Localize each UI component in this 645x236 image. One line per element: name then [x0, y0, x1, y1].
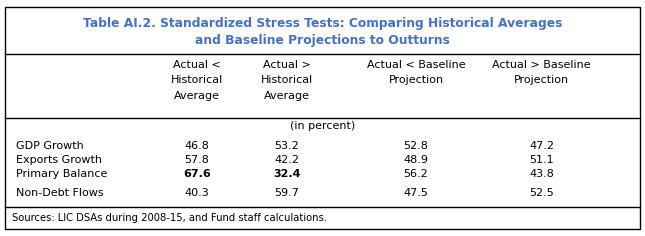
Text: Projection: Projection: [388, 75, 444, 85]
Text: 40.3: 40.3: [184, 188, 209, 198]
Text: Primary Balance: Primary Balance: [16, 169, 108, 179]
Text: 59.7: 59.7: [275, 188, 299, 198]
Text: 47.5: 47.5: [404, 188, 428, 198]
Text: (in percent): (in percent): [290, 121, 355, 131]
Text: 67.6: 67.6: [183, 169, 211, 179]
Text: Average: Average: [174, 91, 220, 101]
Text: 52.8: 52.8: [404, 141, 428, 151]
Text: Actual < Baseline: Actual < Baseline: [367, 60, 465, 70]
Text: 56.2: 56.2: [404, 169, 428, 179]
Text: 53.2: 53.2: [275, 141, 299, 151]
Text: 42.2: 42.2: [275, 155, 299, 165]
Text: 47.2: 47.2: [530, 141, 554, 151]
Text: Actual > Baseline: Actual > Baseline: [493, 60, 591, 70]
Text: Projection: Projection: [514, 75, 570, 85]
Text: 43.8: 43.8: [530, 169, 554, 179]
Text: Sources: LIC DSAs during 2008-15, and Fund staff calculations.: Sources: LIC DSAs during 2008-15, and Fu…: [12, 213, 326, 223]
Text: 51.1: 51.1: [530, 155, 554, 165]
Text: 46.8: 46.8: [184, 141, 209, 151]
Text: Historical: Historical: [261, 75, 313, 85]
Text: Exports Growth: Exports Growth: [16, 155, 102, 165]
Text: GDP Growth: GDP Growth: [16, 141, 84, 151]
FancyBboxPatch shape: [5, 7, 640, 229]
Text: Actual >: Actual >: [263, 60, 311, 70]
Text: Table AI.2. Standardized Stress Tests: Comparing Historical Averages: Table AI.2. Standardized Stress Tests: C…: [83, 17, 562, 30]
Text: Historical: Historical: [170, 75, 223, 85]
Text: and Baseline Projections to Outturns: and Baseline Projections to Outturns: [195, 34, 450, 47]
Text: Actual <: Actual <: [173, 60, 221, 70]
Text: 48.9: 48.9: [404, 155, 428, 165]
Text: Non-Debt Flows: Non-Debt Flows: [16, 188, 104, 198]
Text: 57.8: 57.8: [184, 155, 209, 165]
Text: 32.4: 32.4: [273, 169, 301, 179]
Text: Average: Average: [264, 91, 310, 101]
Text: 52.5: 52.5: [530, 188, 554, 198]
